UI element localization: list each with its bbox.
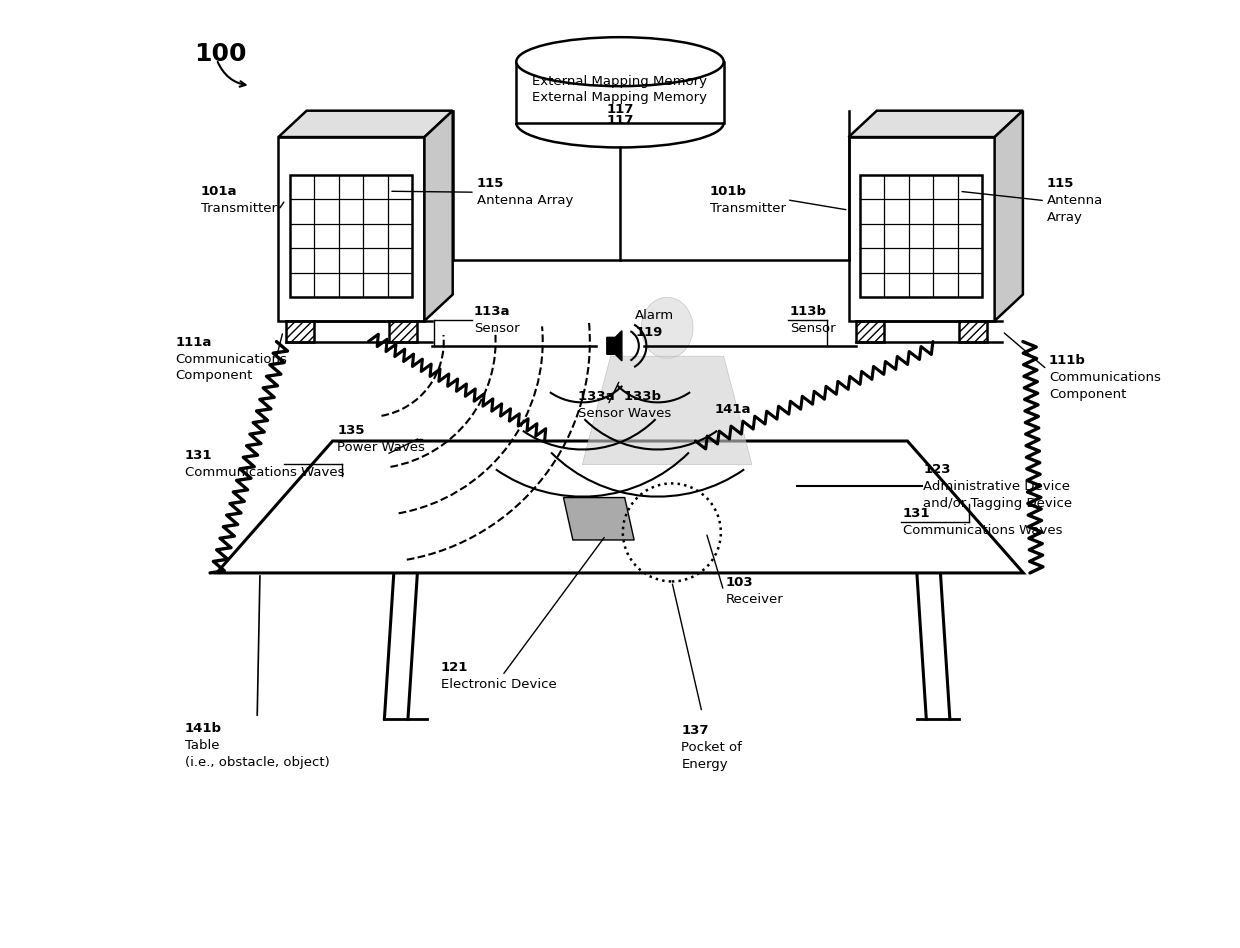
Text: 115: 115 — [1047, 177, 1074, 191]
Text: 103: 103 — [725, 575, 753, 589]
Text: Administrative Device: Administrative Device — [924, 480, 1070, 493]
Text: 123: 123 — [924, 463, 951, 476]
Text: Component: Component — [175, 370, 253, 382]
Text: External Mapping Memory: External Mapping Memory — [532, 90, 708, 103]
Text: Communications Waves: Communications Waves — [903, 524, 1063, 538]
Polygon shape — [278, 111, 453, 137]
Text: 111a: 111a — [175, 336, 212, 349]
Text: Communications: Communications — [1049, 372, 1161, 384]
Text: Sensor Waves: Sensor Waves — [578, 408, 671, 420]
Text: and/or Tagging Device: and/or Tagging Device — [924, 497, 1073, 510]
Polygon shape — [583, 356, 751, 465]
Bar — [959, 320, 987, 341]
Text: Communications Waves: Communications Waves — [185, 465, 343, 479]
Text: Transmitter: Transmitter — [201, 202, 277, 215]
Polygon shape — [994, 111, 1023, 320]
Text: 131: 131 — [185, 448, 212, 462]
Bar — [286, 320, 314, 341]
Text: 141b: 141b — [185, 722, 222, 735]
Text: Pocket of: Pocket of — [681, 740, 742, 754]
Text: Antenna: Antenna — [1047, 194, 1104, 208]
Text: Energy: Energy — [681, 757, 728, 771]
Text: 117: 117 — [606, 102, 634, 116]
Ellipse shape — [516, 37, 724, 86]
Text: 117: 117 — [606, 114, 634, 127]
Text: Alarm: Alarm — [635, 309, 675, 322]
Text: 101a: 101a — [201, 185, 237, 198]
Text: (i.e., obstacle, object): (i.e., obstacle, object) — [185, 756, 330, 769]
Text: 133a  133b: 133a 133b — [578, 391, 661, 403]
Bar — [388, 320, 417, 341]
Bar — [859, 174, 982, 298]
Ellipse shape — [641, 298, 693, 358]
Text: 115: 115 — [476, 177, 505, 191]
Bar — [290, 174, 412, 298]
Text: Transmitter: Transmitter — [709, 202, 785, 215]
Text: 100: 100 — [193, 43, 247, 66]
Bar — [856, 320, 884, 341]
Text: Sensor: Sensor — [474, 322, 520, 336]
Text: 135: 135 — [337, 424, 365, 437]
Text: Sensor: Sensor — [790, 322, 836, 336]
Text: 141a: 141a — [714, 404, 750, 416]
Text: Table: Table — [185, 738, 219, 752]
Text: 113b: 113b — [790, 305, 827, 319]
Text: Array: Array — [1047, 211, 1083, 224]
Text: 111b: 111b — [1049, 355, 1086, 368]
Text: Receiver: Receiver — [725, 592, 784, 606]
Text: Component: Component — [1049, 389, 1126, 401]
Polygon shape — [606, 331, 622, 361]
Text: Antenna Array: Antenna Array — [476, 194, 573, 208]
Text: 101b: 101b — [709, 185, 746, 198]
Bar — [516, 62, 724, 123]
Bar — [848, 137, 994, 320]
Bar — [278, 137, 424, 320]
Text: External Mapping Memory: External Mapping Memory — [532, 75, 708, 87]
Polygon shape — [563, 498, 634, 540]
Text: Communications: Communications — [175, 353, 286, 366]
Text: 131: 131 — [903, 507, 930, 520]
Text: 119: 119 — [635, 326, 662, 339]
Text: 137: 137 — [681, 724, 709, 737]
Text: 121: 121 — [441, 661, 469, 674]
Polygon shape — [848, 111, 1023, 137]
Text: 113a: 113a — [474, 305, 511, 319]
Text: Electronic Device: Electronic Device — [441, 678, 557, 691]
Text: Power Waves: Power Waves — [337, 441, 425, 454]
Polygon shape — [424, 111, 453, 320]
Polygon shape — [217, 441, 1023, 573]
